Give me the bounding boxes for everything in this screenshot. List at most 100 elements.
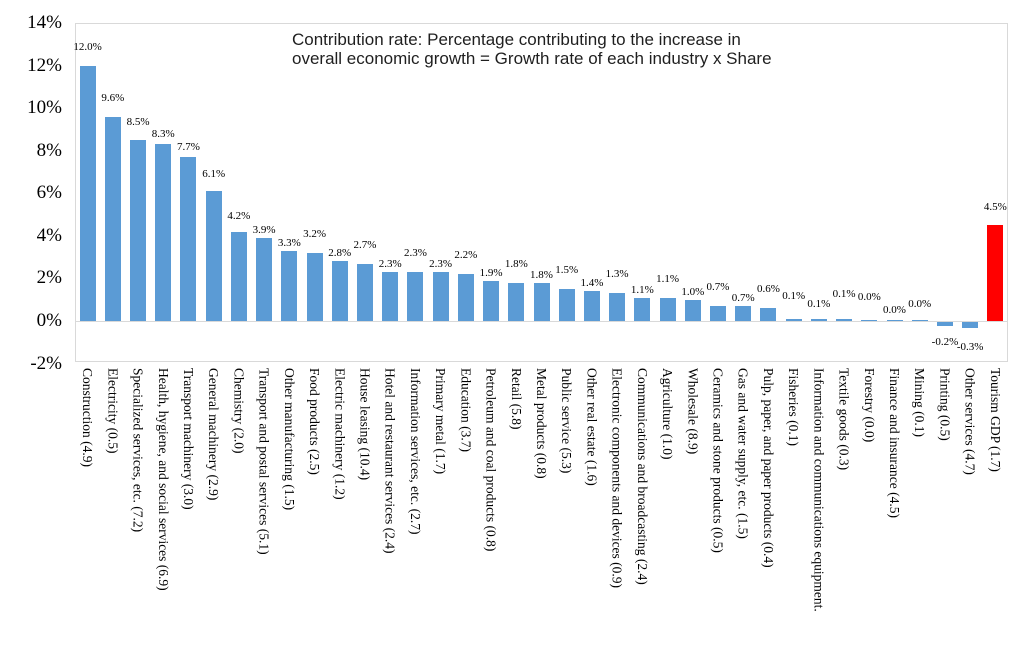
x-axis-category-label: Health, hygiene, and social services (6.… — [155, 368, 171, 591]
bar-value-label: 2.3% — [403, 247, 427, 259]
x-axis-category-label: Pulp, paper, and paper products (0.4) — [760, 368, 776, 568]
x-axis-category-label: Electric machinery (1.2) — [332, 368, 348, 500]
bar-value-label: -0.2% — [931, 336, 959, 348]
x-axis-category-label: Transport and postal services (5.1) — [256, 368, 272, 555]
x-axis-category-label: Primary metal (1.7) — [433, 368, 449, 475]
bar — [533, 283, 550, 321]
chart-title-line1: Contribution rate: Percentage contributi… — [292, 30, 741, 49]
bar — [911, 320, 928, 321]
bar — [180, 157, 197, 321]
y-axis-tick-label: 4% — [36, 224, 62, 246]
x-axis-category-label: General machinery (2.9) — [206, 368, 222, 501]
x-axis-category-label: Transport machinery (3.0) — [180, 368, 196, 510]
bar-value-label: 0.0% — [857, 291, 881, 303]
bar-value-label: 9.6% — [101, 92, 125, 104]
bar-value-label: 3.9% — [252, 224, 276, 236]
x-axis-category-label: Construction (4.9) — [80, 368, 96, 467]
bar — [79, 66, 96, 321]
bar-value-label: 3.2% — [303, 228, 326, 240]
bar-value-label: 7.7% — [177, 141, 200, 153]
bar-value-label: 0.0% — [908, 298, 932, 310]
bar-value-label: 1.1% — [656, 273, 680, 285]
bar-value-label: 1.8% — [530, 269, 553, 281]
x-axis-category-label: Specialized services, etc. (7.2) — [130, 368, 146, 533]
bar-value-label: 1.8% — [504, 258, 528, 270]
x-axis-category-label: House leasing (10.4) — [357, 368, 373, 481]
bar-value-label: 2.7% — [353, 239, 377, 251]
x-axis-category-label: Public service (5.3) — [559, 368, 575, 474]
bar — [356, 264, 373, 321]
zero-axis-line — [75, 321, 1008, 322]
bar — [130, 140, 147, 321]
x-axis-category-label: Communications and broadcasting (2.4) — [634, 368, 650, 585]
bar — [281, 251, 298, 321]
bar — [483, 281, 500, 321]
bar — [710, 306, 726, 321]
chart-title-line2: overall economic growth = Growth rate of… — [292, 48, 772, 68]
bar — [407, 272, 424, 321]
bar-value-label: 4.2% — [227, 210, 251, 222]
bar — [432, 272, 449, 321]
bar — [886, 320, 903, 321]
bar-value-label: 2.3% — [378, 258, 402, 270]
bar — [836, 319, 853, 321]
bar-value-label: 0.6% — [756, 283, 780, 295]
y-axis-tick-label: 2% — [36, 267, 62, 289]
x-axis-category-label: Gas and water supply, etc. (1.5) — [735, 368, 751, 539]
bar-value-label: 1.9% — [479, 267, 503, 279]
bar — [457, 274, 474, 321]
x-axis-category-label: Other manufacturing (1.5) — [281, 368, 297, 511]
bar — [962, 322, 979, 328]
x-axis-category-label: Other real estate (1.6) — [584, 368, 600, 486]
y-axis-tick-label: -2% — [30, 352, 62, 374]
x-axis-category-label: Agriculture (1.0) — [660, 368, 676, 460]
bar — [609, 293, 626, 321]
bar-value-label: 8.5% — [126, 116, 150, 128]
bar-value-label: 0.1% — [782, 290, 806, 302]
bar-value-label: 6.1% — [202, 168, 226, 180]
x-axis-category-label: Retail (5.8) — [508, 368, 524, 430]
bar — [104, 117, 121, 321]
x-axis-category-label: Finance and insurance (4.5) — [887, 368, 903, 518]
bar — [331, 261, 348, 321]
x-axis-category-label: Education (3.7) — [458, 368, 474, 452]
chart-title: Contribution rate: Percentage contributi… — [292, 30, 952, 68]
bar — [659, 298, 676, 321]
bar-value-label: 1.0% — [681, 286, 705, 298]
bar-value-label: 12.0% — [73, 41, 102, 53]
x-axis-category-label: Tourism GDP (1.7) — [987, 368, 1003, 472]
bar — [205, 191, 222, 321]
bar — [634, 298, 651, 321]
bar — [382, 272, 399, 321]
bar — [785, 319, 802, 321]
bar — [760, 308, 777, 321]
bar-value-label: 2.8% — [328, 247, 352, 259]
y-axis-tick-label: 6% — [36, 182, 62, 204]
bar — [230, 232, 247, 321]
bar-value-label: 1.5% — [555, 264, 579, 276]
bar — [861, 320, 878, 321]
y-axis-tick-label: 8% — [36, 139, 62, 161]
bar-value-label: 0.7% — [731, 292, 755, 304]
y-axis-tick-label: 10% — [27, 97, 62, 119]
bar — [684, 300, 701, 321]
bar-highlight — [987, 225, 1004, 321]
bar-value-label: 3.3% — [277, 237, 301, 249]
bar — [810, 319, 827, 321]
bar-value-label: 2.3% — [429, 258, 453, 270]
x-axis-category-label: Fisheries (0.1) — [786, 368, 802, 446]
x-axis-category-label: Electricity (0.5) — [105, 368, 121, 454]
x-axis-category-label: Chemistry (2.0) — [231, 368, 247, 454]
x-axis-category-label: Information services, etc. (2.7) — [407, 368, 423, 535]
bar-value-label: -0.3% — [956, 341, 984, 353]
bar-value-label: 0.1% — [832, 288, 856, 300]
y-axis-tick-label: 12% — [27, 54, 62, 76]
x-axis-category-label: Printing (0.5) — [937, 368, 953, 441]
bar-value-label: 0.7% — [706, 281, 730, 293]
x-axis-category-label: Petroleum and coal products (0.8) — [483, 368, 499, 552]
bar-value-label: 2.2% — [454, 249, 478, 261]
x-axis-category-label: Information and communications equipment… — [811, 368, 827, 612]
bar-value-label: 1.3% — [605, 268, 629, 280]
bar — [155, 144, 172, 321]
